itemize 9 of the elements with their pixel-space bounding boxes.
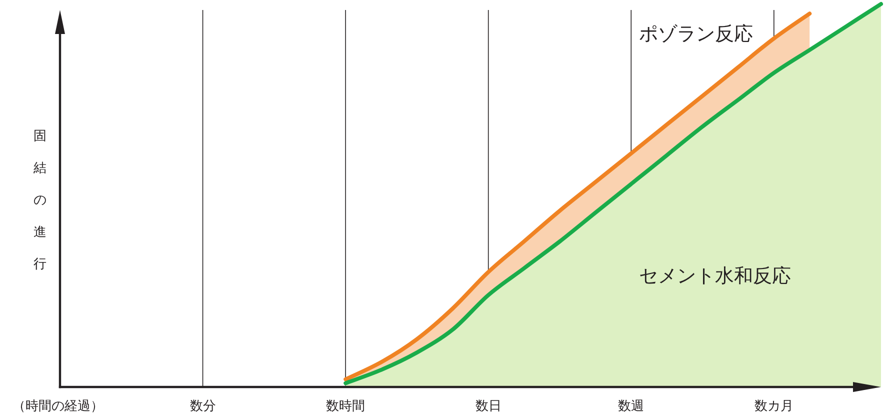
text: 固結の進行 bbox=[34, 129, 46, 272]
x-tick-label: 数分 bbox=[190, 399, 216, 414]
x-tick-label: 数カ月 bbox=[754, 399, 794, 414]
series-label: ポゾラン反応 bbox=[639, 23, 754, 45]
x-tick-label: 数週 bbox=[618, 399, 644, 414]
x-axis-title: （時間の経過） bbox=[12, 399, 104, 414]
series-label: セメント水和反応 bbox=[639, 265, 792, 287]
x-tick-label: 数日 bbox=[475, 399, 502, 414]
x-tick-label: 数時間 bbox=[326, 399, 366, 414]
